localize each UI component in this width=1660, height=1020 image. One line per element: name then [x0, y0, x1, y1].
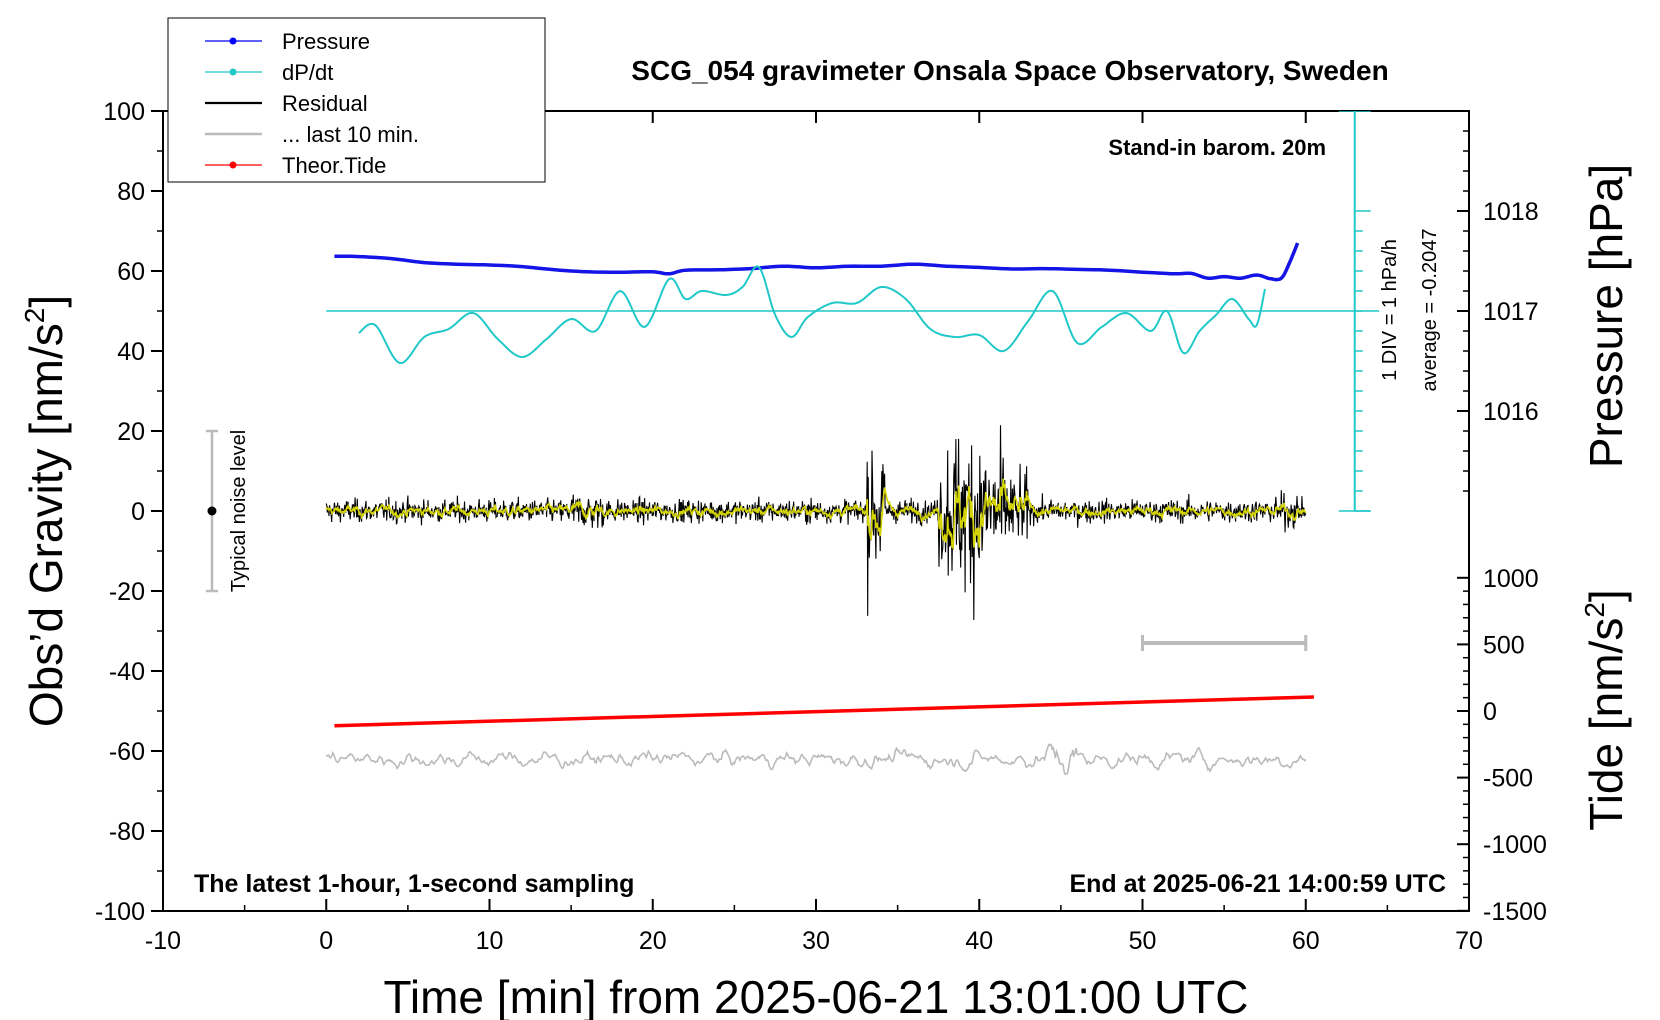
- tide-tick-label: -500: [1483, 765, 1533, 793]
- legend-label: Pressure: [282, 29, 370, 54]
- last-10-min-line: [325, 743, 1307, 776]
- data-layer: [205, 111, 1380, 776]
- y-tick-label: 80: [117, 178, 145, 206]
- y-axis-label-pressure: Pressure [hPa]: [1580, 164, 1632, 468]
- legend-label: Theor.Tide: [282, 153, 386, 178]
- x-tick-label: 30: [802, 927, 830, 955]
- dpdt-average-label: average = -0.2047: [1419, 229, 1441, 392]
- y-tick-label: 0: [131, 498, 145, 526]
- tide-tick-label: -1000: [1483, 831, 1547, 859]
- y-axis-pressure: 1018 1017 1016: [1457, 130, 1539, 492]
- y-tick-label: -80: [109, 818, 145, 846]
- x-tick-label: 50: [1129, 927, 1157, 955]
- tide-tick-label: 500: [1483, 631, 1525, 659]
- legend-marker: [229, 161, 237, 169]
- noise-bar-center: [207, 506, 217, 516]
- legend-marker: [229, 68, 237, 76]
- x-axis: -10 0 10 20 30 40 50 60 70: [145, 111, 1483, 955]
- legend-label: dP/dt: [282, 60, 333, 85]
- residual-smoothed-line: [325, 478, 1307, 549]
- end-time-note: End at 2025-06-21 14:00:59 UTC: [1069, 870, 1446, 898]
- y-axis-tide: 1000 500 0 -500 -1000 -1500: [1457, 565, 1547, 926]
- y-tick-label: -60: [109, 738, 145, 766]
- pressure-line: [334, 242, 1300, 282]
- y-axis-label-left: Obs’d Gravity [nm/s2]: [19, 295, 72, 727]
- x-tick-label: 20: [639, 927, 667, 955]
- pressure-tick-label: 1016: [1483, 398, 1539, 426]
- y-tick-label: -20: [109, 578, 145, 606]
- barometer-note: Stand-in barom. 20m: [1108, 135, 1326, 160]
- y-axis-left: 100 80 60 40 20 0 -20 -40 -60 -80 -100: [95, 98, 163, 926]
- pressure-tick-label: 1018: [1483, 198, 1539, 226]
- legend-label: Residual: [282, 91, 368, 116]
- y-axis-label-tide: Tide [nm/s2]: [1579, 589, 1632, 830]
- y-tick-label: 40: [117, 338, 145, 366]
- tide-tick-label: 1000: [1483, 565, 1539, 593]
- legend-box: [167, 17, 546, 183]
- x-tick-label: 70: [1455, 927, 1483, 955]
- y-tick-label: -100: [95, 898, 145, 926]
- legend-label: ... last 10 min.: [282, 122, 419, 147]
- dpdt-scale-label: 1 DIV = 1 hPa/h: [1379, 239, 1401, 381]
- x-tick-label: 0: [319, 927, 333, 955]
- tide-tick-label: 0: [1483, 698, 1497, 726]
- y-tick-label: -40: [109, 658, 145, 686]
- legend: Pressure dP/dt Residual ... last 10 min. The…: [205, 29, 419, 178]
- x-tick-label: 60: [1292, 927, 1320, 955]
- chart-title: SCG_054 gravimeter Onsala Space Observat…: [631, 55, 1388, 86]
- x-tick-label: 40: [965, 927, 993, 955]
- y-tick-label: 100: [103, 98, 145, 126]
- tide-tick-label: -1500: [1483, 898, 1547, 926]
- y-tick-label: 20: [117, 418, 145, 446]
- noise-label: Typical noise level: [228, 430, 250, 592]
- dpdt-line: [358, 265, 1266, 364]
- theoretical-tide-line: [334, 695, 1314, 728]
- legend-marker: [229, 37, 237, 45]
- y-tick-label: 60: [117, 258, 145, 286]
- sampling-note: The latest 1-hour, 1-second sampling: [194, 870, 634, 898]
- x-tick-label: 10: [476, 927, 504, 955]
- x-axis-label: Time [min] from 2025-06-21 13:01:00 UTC: [384, 971, 1249, 1020]
- pressure-tick-label: 1017: [1483, 298, 1539, 326]
- x-tick-label: -10: [145, 927, 181, 955]
